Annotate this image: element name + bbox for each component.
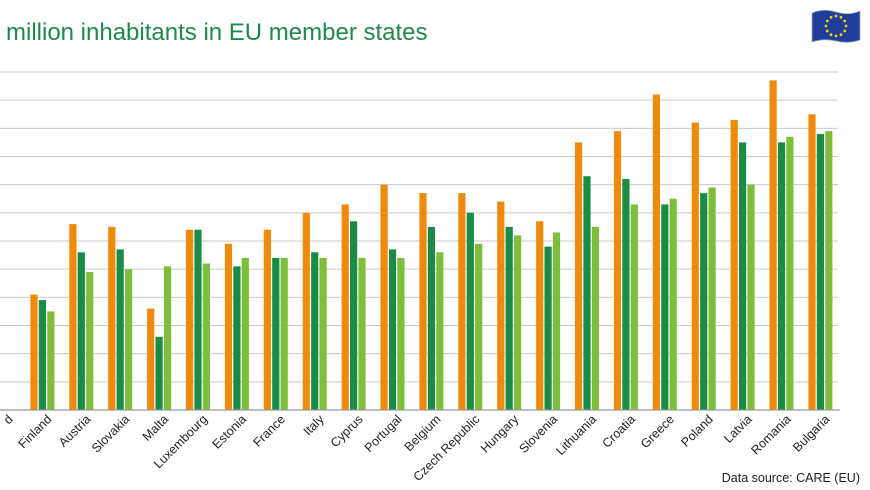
- bar: [186, 229, 194, 410]
- x-tick-label: Lithuania: [553, 412, 599, 458]
- bar: [786, 136, 794, 411]
- bar: [575, 142, 583, 410]
- bar: [419, 193, 427, 410]
- bar: [388, 249, 397, 410]
- x-tick-label: Slovakia: [89, 412, 132, 455]
- bar: [319, 257, 327, 410]
- x-tick-label: Latvia: [721, 412, 755, 446]
- x-tick-label: France: [251, 412, 288, 449]
- bar: [630, 204, 638, 410]
- x-tick-label: Estonia: [210, 412, 249, 451]
- bar: [613, 131, 622, 410]
- bar: [30, 294, 38, 410]
- bar: [125, 269, 133, 410]
- bar: [466, 212, 474, 410]
- bar: [397, 257, 405, 410]
- x-tick-label: Cyprus: [328, 412, 366, 450]
- x-tick-label: Finland: [16, 412, 55, 451]
- bar: [380, 184, 388, 410]
- x-tick-label: Austria: [56, 412, 93, 449]
- bar: [700, 193, 708, 410]
- bar: [272, 257, 280, 410]
- bar: [514, 235, 522, 410]
- bar: [708, 187, 716, 410]
- bar: [341, 204, 349, 410]
- x-tick-label: Greece: [638, 412, 677, 451]
- bar: [536, 221, 544, 410]
- bar: [777, 142, 786, 410]
- bar: [263, 229, 271, 410]
- bar: [69, 224, 77, 410]
- bar: [108, 226, 116, 410]
- x-tick-label: Hungary: [478, 412, 522, 456]
- bar: [38, 300, 46, 410]
- bar: [163, 266, 172, 410]
- bar: [544, 246, 552, 410]
- bar: [739, 142, 747, 410]
- bar: [350, 221, 358, 410]
- bar: [591, 226, 599, 410]
- bar: [475, 243, 483, 410]
- bar: [194, 229, 202, 410]
- bar: [77, 252, 85, 410]
- x-tick-label: Bulgaria: [790, 412, 832, 454]
- bar: [497, 201, 505, 410]
- bar: [552, 232, 561, 410]
- bar: [116, 249, 124, 410]
- bar: [280, 257, 288, 410]
- bar: [808, 114, 816, 411]
- x-tick-label: Czech Republic: [411, 412, 483, 484]
- x-tick-label: Croatia: [600, 412, 638, 450]
- bar: [652, 94, 660, 410]
- bar: [233, 266, 241, 410]
- bar: [47, 311, 55, 410]
- bar: [147, 308, 155, 410]
- bar: [202, 263, 210, 410]
- bar: [436, 252, 444, 410]
- bar: [747, 184, 755, 410]
- bar: [224, 243, 233, 410]
- bar: [458, 193, 466, 410]
- bar: [583, 176, 591, 410]
- bar: [816, 134, 824, 410]
- bar: [155, 336, 163, 410]
- eu-flag-icon: [811, 9, 861, 43]
- bar: [358, 257, 366, 410]
- x-tick-label: Portugal: [362, 412, 405, 455]
- bar: [730, 119, 738, 411]
- bar: [427, 226, 435, 410]
- bar: [241, 257, 249, 410]
- x-tick-label: Malta: [140, 412, 172, 444]
- bar: [86, 272, 94, 410]
- bar: [622, 179, 630, 410]
- bar: [769, 80, 777, 411]
- bar: [311, 252, 319, 410]
- chart-title: million inhabitants in EU member states: [6, 19, 428, 46]
- x-tick-label: Poland: [678, 412, 715, 449]
- bar: [661, 204, 669, 410]
- bar: [669, 198, 677, 410]
- bar: [825, 131, 833, 410]
- x-tick-label: d: [1, 412, 16, 427]
- bar: [691, 122, 699, 410]
- bars: [30, 80, 833, 411]
- x-tick-label: Romania: [748, 412, 793, 457]
- bar: [302, 212, 310, 410]
- bar: [505, 226, 513, 410]
- x-tick-label: Italy: [301, 412, 328, 439]
- data-source: Data source: CARE (EU): [722, 471, 860, 485]
